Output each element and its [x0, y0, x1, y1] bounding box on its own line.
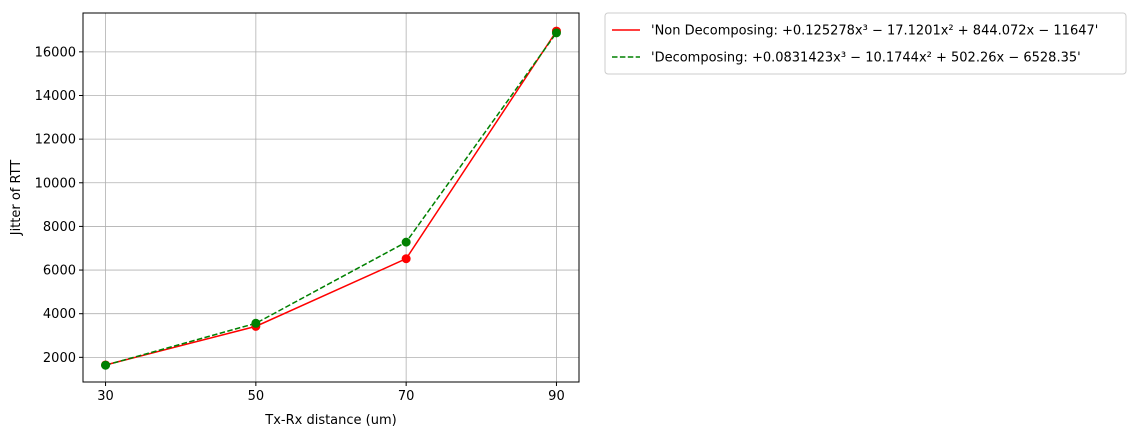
y-tick-label: 14000 — [35, 89, 76, 104]
y-tick-label: 4000 — [43, 307, 76, 322]
plot-area-frame — [82, 12, 580, 383]
legend-box — [604, 12, 1127, 75]
axis-ticks: 30 50 70 90 2000 4000 6000 8000 10000 12000 14000 1… — [35, 45, 565, 404]
x-tick-label: 90 — [548, 389, 565, 404]
grid — [83, 13, 579, 382]
y-tick-label: 2000 — [43, 351, 76, 366]
series-line-0 — [105, 30, 558, 366]
y-tick-label: 8000 — [43, 220, 76, 235]
y-tick-label: 16000 — [35, 45, 76, 60]
series-layer — [101, 26, 561, 370]
legend-entry-label: 'Non Decomposing: +0.125278x³ − 17.1201x… — [651, 24, 1098, 39]
series-1-point — [101, 360, 111, 370]
y-axis-label: Jitter of RTT — [9, 160, 24, 237]
x-tick-label: 70 — [398, 389, 415, 404]
series-line-1 — [105, 32, 558, 366]
series-1-point — [401, 237, 411, 247]
series-0-point — [401, 254, 411, 264]
series-1-point — [551, 28, 561, 38]
series-1-point — [251, 318, 261, 328]
y-tick-label: 10000 — [35, 176, 76, 191]
y-tick-label: 6000 — [43, 264, 76, 279]
x-tick-label: 50 — [248, 389, 265, 404]
legend-entry-label: 'Decomposing: +0.0831423x³ − 10.1744x² +… — [651, 51, 1081, 66]
y-tick-label: 12000 — [35, 133, 76, 148]
x-axis-label: Tx-Rx distance (um) — [264, 413, 396, 428]
x-tick-label: 30 — [97, 389, 114, 404]
legend: 'Non Decomposing: +0.125278x³ − 17.1201x… — [604, 12, 1127, 75]
